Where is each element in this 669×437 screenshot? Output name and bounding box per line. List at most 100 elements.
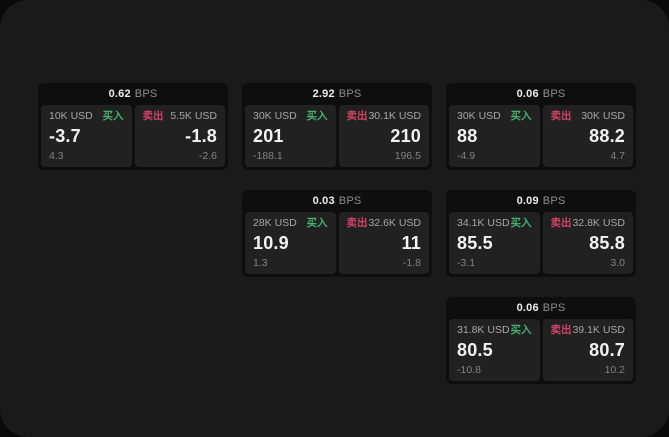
buy-tile-top: 34.1K USD 买入 [457,218,532,229]
sell-tile[interactable]: 卖出 5.5K USD -1.8 -2.6 [134,105,225,167]
card-header: 0.03 BPS [245,190,429,212]
quote-tiles: 31.8K USD 买入 80.5 -10.8 卖出 39.1K USD 80.… [449,319,633,381]
buy-tile-top: 30K USD 买入 [457,111,532,122]
sell-tile[interactable]: 卖出 32.6K USD 11 -1.8 [338,212,429,274]
sell-change: -2.6 [198,149,217,162]
sell-amount: 30.1K USD [368,110,421,122]
bps-suffix-label: BPS [338,88,362,100]
buy-tile[interactable]: 30K USD 买入 88 -4.9 [449,105,540,167]
buy-change: -3.1 [457,256,476,269]
quote-card: 0.06 BPS 31.8K USD 买入 80.5 -10.8 卖出 39.1… [446,297,636,384]
quote-card: 0.03 BPS 28K USD 买入 10.9 1.3 卖出 32.6K US… [242,190,432,277]
sell-tile-top: 卖出 32.6K USD [347,218,422,229]
card-header: 0.09 BPS [449,190,633,212]
buy-tile-top: 28K USD 买入 [253,218,328,229]
sell-change: -1.8 [402,256,421,269]
bps-suffix-label: BPS [542,88,566,100]
buy-tile[interactable]: 28K USD 买入 10.9 1.3 [245,212,336,274]
card-header: 2.92 BPS [245,83,429,105]
quote-tiles: 30K USD 买入 88 -4.9 卖出 30K USD 88.2 4.7 [449,105,633,167]
sell-change: 10.2 [604,363,625,376]
sell-price: 11 [401,233,421,253]
sell-side-label: 卖出 [142,110,164,122]
quote-card: 0.62 BPS 10K USD 买入 -3.7 4.3 卖出 5.5K USD… [38,83,228,170]
card-header: 0.06 BPS [449,297,633,319]
bps-suffix-label: BPS [134,88,158,100]
buy-price: 80.5 [457,340,493,360]
sell-side-label: 卖出 [550,110,572,122]
buy-change: -4.9 [457,149,476,162]
sell-tile-top: 卖出 32.8K USD [551,218,626,229]
sell-tile-top: 卖出 5.5K USD [143,111,218,122]
buy-side-label: 买入 [306,110,328,122]
buy-side-label: 买入 [510,324,532,336]
bps-value: 0.09 [516,195,539,207]
buy-change: -188.1 [253,149,283,162]
sell-tile[interactable]: 卖出 30K USD 88.2 4.7 [542,105,633,167]
sell-amount: 30K USD [581,110,625,122]
quote-card: 0.09 BPS 34.1K USD 买入 85.5 -3.1 卖出 32.8K… [446,190,636,277]
bps-value: 2.92 [312,88,335,100]
card-header: 0.62 BPS [41,83,225,105]
buy-tile[interactable]: 31.8K USD 买入 80.5 -10.8 [449,319,540,381]
sell-price: 210 [390,126,421,146]
sell-tile[interactable]: 卖出 39.1K USD 80.7 10.2 [542,319,633,381]
quote-tiles: 10K USD 买入 -3.7 4.3 卖出 5.5K USD -1.8 -2.… [41,105,225,167]
buy-side-label: 买入 [102,110,124,122]
sell-tile-top: 卖出 39.1K USD [551,325,626,336]
buy-tile-top: 30K USD 买入 [253,111,328,122]
sell-tile[interactable]: 卖出 30.1K USD 210 196.5 [338,105,429,167]
sell-price: -1.8 [185,126,217,146]
buy-change: 1.3 [253,256,268,269]
sell-price: 88.2 [589,126,625,146]
buy-amount: 31.8K USD [457,324,510,336]
sell-tile-top: 卖出 30K USD [551,111,626,122]
buy-amount: 28K USD [253,217,297,229]
buy-price: 85.5 [457,233,493,253]
sell-change: 196.5 [394,149,421,162]
buy-tile[interactable]: 10K USD 买入 -3.7 4.3 [41,105,132,167]
buy-amount: 34.1K USD [457,217,510,229]
buy-side-label: 买入 [510,217,532,229]
quote-tiles: 34.1K USD 买入 85.5 -3.1 卖出 32.8K USD 85.8… [449,212,633,274]
sell-side-label: 卖出 [346,217,368,229]
buy-change: 4.3 [49,149,64,162]
sell-side-label: 卖出 [550,217,572,229]
quote-card: 2.92 BPS 30K USD 买入 201 -188.1 卖出 30.1K … [242,83,432,170]
bps-value: 0.06 [516,302,539,314]
buy-amount: 30K USD [457,110,501,122]
sell-amount: 39.1K USD [572,324,625,336]
buy-tile[interactable]: 30K USD 买入 201 -188.1 [245,105,336,167]
quote-tiles: 28K USD 买入 10.9 1.3 卖出 32.6K USD 11 -1.8 [245,212,429,274]
sell-tile[interactable]: 卖出 32.8K USD 85.8 3.0 [542,212,633,274]
bps-value: 0.03 [312,195,335,207]
buy-side-label: 买入 [306,217,328,229]
buy-tile-top: 10K USD 买入 [49,111,124,122]
buy-amount: 10K USD [49,110,93,122]
buy-price: -3.7 [49,126,81,146]
bps-suffix-label: BPS [542,302,566,314]
buy-change: -10.8 [457,363,481,376]
bps-suffix-label: BPS [542,195,566,207]
sell-amount: 32.8K USD [572,217,625,229]
quote-tiles: 30K USD 买入 201 -188.1 卖出 30.1K USD 210 1… [245,105,429,167]
buy-tile[interactable]: 34.1K USD 买入 85.5 -3.1 [449,212,540,274]
sell-price: 85.8 [589,233,625,253]
sell-change: 3.0 [610,256,625,269]
sell-amount: 32.6K USD [368,217,421,229]
sell-price: 80.7 [589,340,625,360]
sell-side-label: 卖出 [346,110,368,122]
buy-price: 10.9 [253,233,289,253]
buy-side-label: 买入 [510,110,532,122]
quote-card: 0.06 BPS 30K USD 买入 88 -4.9 卖出 30K USD 8… [446,83,636,170]
sell-amount: 5.5K USD [170,110,217,122]
card-header: 0.06 BPS [449,83,633,105]
bps-value: 0.06 [516,88,539,100]
bps-suffix-label: BPS [338,195,362,207]
sell-tile-top: 卖出 30.1K USD [347,111,422,122]
buy-price: 201 [253,126,284,146]
buy-amount: 30K USD [253,110,297,122]
sell-change: 4.7 [610,149,625,162]
buy-tile-top: 31.8K USD 买入 [457,325,532,336]
